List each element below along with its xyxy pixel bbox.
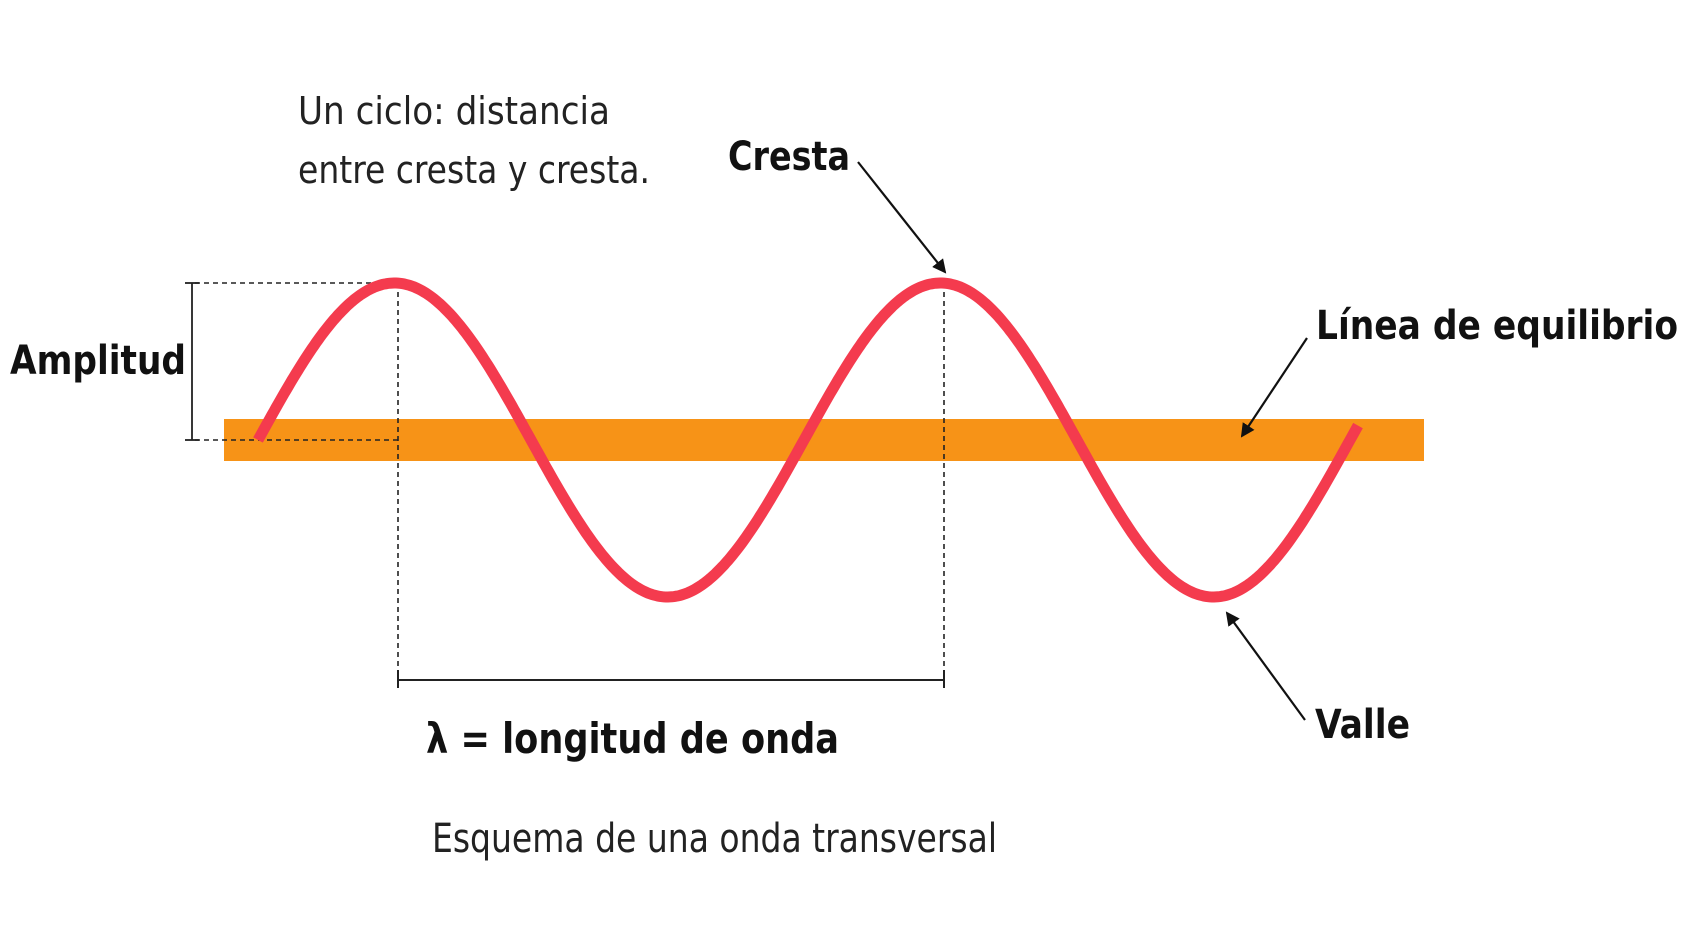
amplitude-label: Amplitud	[10, 338, 186, 384]
wavelength-label: λ = longitud de onda	[426, 714, 839, 763]
crest-arrow	[857, 161, 947, 274]
wavelength-bracket	[397, 670, 945, 688]
equilibrium-bar	[224, 419, 1424, 461]
equilibrium-arrow	[1240, 337, 1308, 438]
amplitude-bracket	[185, 282, 199, 441]
wave-curve	[253, 277, 1363, 603]
cycle-description-line2: entre cresta y cresta.	[298, 148, 650, 192]
trough-arrow	[1225, 611, 1306, 721]
trough-label: Valle	[1315, 702, 1410, 748]
cycle-description-line1: Un ciclo: distancia	[298, 89, 610, 133]
caption: Esquema de una onda transversal	[432, 816, 997, 862]
guide-lines	[195, 282, 945, 683]
equilibrium-label: Línea de equilibrio	[1316, 303, 1678, 349]
crest-label: Cresta	[728, 134, 850, 180]
